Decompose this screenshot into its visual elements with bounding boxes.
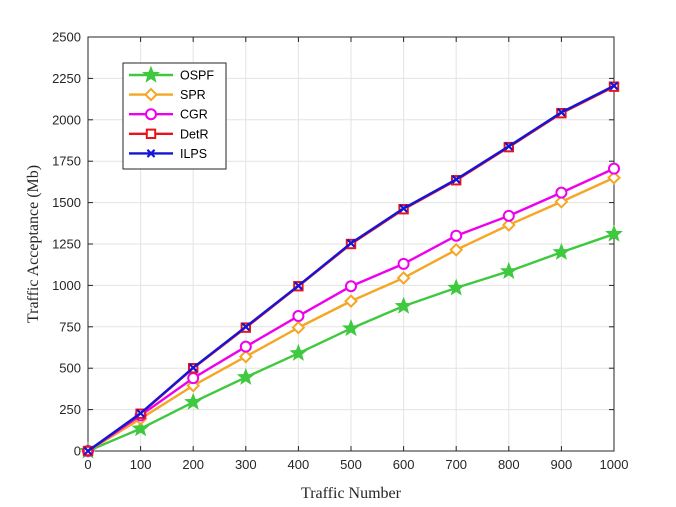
square-marker (145, 128, 157, 140)
circle-marker (397, 257, 410, 270)
circle-marker (502, 209, 515, 222)
star-marker (289, 343, 308, 361)
x-marker (504, 141, 514, 151)
circle-marker (187, 372, 200, 385)
series-ilps (83, 81, 619, 456)
legend-item-detr: DetR (129, 127, 208, 141)
diamond-marker (344, 294, 358, 309)
diamond-marker (554, 194, 569, 209)
diamond-marker (291, 320, 306, 335)
star-marker (131, 419, 150, 437)
star-marker (552, 242, 571, 260)
circle-marker (145, 108, 157, 121)
x-marker (294, 281, 303, 291)
circle-marker (450, 229, 463, 242)
x-tick-label: 900 (551, 457, 573, 472)
diamond-marker (449, 242, 464, 257)
legend-label: SPR (180, 88, 206, 102)
y-axis-title: Traffic Acceptance (Mb) (25, 165, 42, 323)
circle-marker (608, 162, 620, 175)
x-tick-label: 0 (84, 457, 91, 472)
x-tick-label: 300 (235, 457, 257, 472)
y-tick-label: 1750 (52, 154, 81, 169)
series-cgr (82, 162, 620, 457)
legend-label: DetR (180, 127, 208, 141)
circle-marker (345, 280, 357, 293)
x-marker (609, 81, 619, 91)
series-ospf (79, 224, 623, 459)
star-marker (605, 224, 623, 242)
legend: OSPF SPR CGR DetR ILPS (122, 62, 227, 170)
x-marker (557, 107, 566, 117)
x-tick-label: 400 (288, 457, 310, 472)
circle-marker (292, 310, 305, 323)
y-tick-label: 1250 (52, 237, 81, 252)
y-tick-label: 1000 (52, 278, 81, 293)
x-marker (136, 408, 145, 418)
legend-box (122, 62, 227, 170)
star-marker (236, 367, 255, 385)
legend-item-ilps: ILPS (129, 147, 207, 161)
legend-label: ILPS (180, 147, 207, 161)
data-series (79, 81, 623, 459)
x-tick-label: 1000 (600, 457, 629, 472)
axis-ticks: 0 100 200 300 400 500 600 700 800 900 1000 0 250 500 7… (52, 30, 628, 473)
legend-label: CGR (180, 108, 208, 122)
star-marker (342, 319, 360, 337)
x-marker (188, 363, 198, 373)
y-tick-label: 2500 (52, 30, 81, 45)
star-marker (394, 296, 413, 314)
x-marker (451, 175, 461, 184)
star-marker (447, 278, 466, 296)
legend-item-cgr: CGR (129, 108, 208, 122)
legend-item-spr: SPR (129, 87, 206, 102)
y-tick-label: 2250 (52, 71, 81, 86)
legend-item-ospf: OSPF (129, 65, 214, 83)
diamond-marker (144, 87, 158, 102)
y-tick-label: 0 (74, 444, 81, 459)
x-marker (346, 238, 356, 248)
y-tick-label: 2000 (52, 112, 81, 127)
x-tick-label: 600 (393, 457, 415, 472)
star-marker (499, 261, 518, 279)
diamond-marker (238, 349, 253, 364)
circle-marker (239, 340, 252, 353)
diamond-marker (607, 170, 621, 185)
y-tick-label: 250 (59, 402, 81, 417)
x-marker (83, 446, 93, 456)
diamond-marker (396, 271, 411, 285)
x-axis-title: Traffic Number (301, 485, 402, 502)
x-marker (399, 204, 408, 213)
diamond-marker (501, 218, 516, 232)
y-tick-label: 500 (59, 361, 81, 376)
x-tick-label: 700 (445, 457, 467, 472)
star-marker (184, 392, 203, 410)
x-tick-label: 200 (182, 457, 204, 472)
legend-label: OSPF (180, 69, 214, 83)
x-tick-label: 100 (130, 457, 152, 472)
x-tick-label: 800 (498, 457, 520, 472)
star-marker (142, 65, 160, 83)
x-marker (241, 322, 251, 332)
circle-marker (555, 186, 568, 199)
y-tick-label: 1500 (52, 195, 81, 210)
y-tick-label: 750 (59, 319, 81, 334)
x-marker (146, 149, 156, 158)
x-tick-label: 500 (340, 457, 362, 472)
